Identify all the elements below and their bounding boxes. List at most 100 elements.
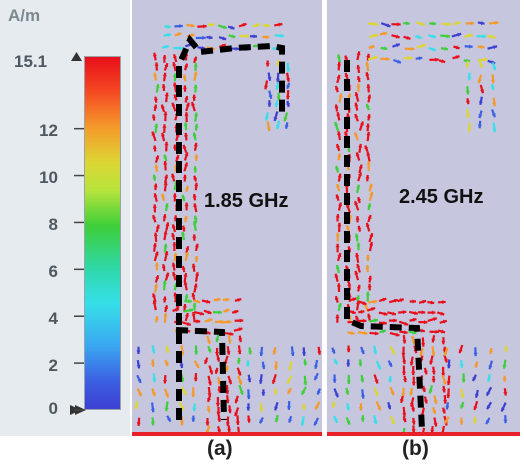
current-vector-head [190,33,195,38]
current-vector-head [444,46,448,51]
current-vector-head [433,422,438,427]
current-vector-head [366,151,371,156]
current-vector-head [285,103,291,107]
current-vector-head [265,63,270,67]
current-vector-head [360,378,365,383]
current-vector-head [356,76,361,80]
current-vector-head [445,405,450,410]
current-vector-head [255,23,260,28]
current-vector-head [183,132,189,137]
current-vector-head [461,378,466,383]
current-vector-head [167,24,171,29]
current-vector-head [192,302,197,307]
current-vector-head [224,367,230,372]
current-vector-head [412,317,417,322]
current-vector-head [333,418,338,423]
current-vector-head [346,304,351,308]
current-vector-head [344,55,349,60]
field-map-a: 1.85 GHz [132,0,322,436]
current-vector-head [216,380,221,385]
current-vector-head [203,24,207,29]
current-vector-head [374,22,378,27]
current-vector-head [155,84,160,88]
current-vector-head [386,23,391,28]
current-vector-head [354,233,359,238]
current-distribution-a [132,22,322,436]
current-vector-head [193,63,198,67]
current-vector-head [273,391,278,395]
current-vector-head [194,182,199,187]
current-vector-head [430,429,435,434]
current-vector-head [152,215,157,219]
current-vector-head [363,331,368,336]
current-vector-head [442,380,447,385]
current-vector-head [486,405,491,410]
current-vector-head [347,282,352,286]
current-vector-head [334,273,339,278]
current-vector-head [234,399,239,404]
current-vector-head [217,418,222,422]
current-vector-head [208,318,213,323]
current-vector-head [303,381,308,386]
current-vector-head [502,378,507,382]
current-vector-head [192,193,197,198]
current-vector-head [152,52,157,57]
current-vector-head [383,320,387,326]
current-vector-head [191,101,196,106]
current-vector-head [365,254,370,259]
current-vector-head [502,364,507,369]
current-vector-head [183,122,188,126]
current-vector-head [480,44,485,49]
current-vector-head [204,360,209,364]
current-vector-head [192,234,197,238]
current-vector-head [165,222,170,227]
current-vector-head [395,332,400,337]
current-vector-head [472,377,477,382]
current-vector-head [399,399,404,403]
current-vector-head [186,321,191,326]
current-vector-head [246,419,251,423]
current-vector-head [301,406,307,411]
current-vector-head [196,299,201,304]
current-vector-head [422,299,427,304]
current-vector-head [273,117,278,122]
tick-label-4: 4 [48,309,58,328]
colorbar-ticks [70,52,86,415]
current-vector-head [468,33,473,38]
current-vector-head [236,360,241,364]
current-vector-head [345,406,351,411]
current-vector-head [443,319,447,324]
current-vector-head [182,74,187,79]
legend-max-label: 15.1 [14,52,48,71]
current-vector-head [467,76,472,81]
current-vector-head [264,116,269,121]
current-vector-head [431,378,436,383]
current-vector-head [193,71,198,76]
current-vector-head [163,161,168,165]
current-vector-head [423,370,428,375]
current-vector-head [335,214,340,218]
current-vector-head [253,34,258,39]
current-vector-head [193,56,198,61]
current-vector-head [478,114,483,119]
current-vector-head [275,125,280,130]
current-vector-head [286,68,291,72]
current-vector-head [275,85,280,90]
current-vector-head [259,408,264,412]
current-vector-head [200,311,204,316]
tick-label-12: 12 [39,121,58,140]
current-vector-head [346,225,351,230]
current-vector-head [152,145,157,150]
current-vector-head [164,141,169,146]
current-vector-head [274,418,279,423]
current-vector-head [369,241,374,246]
current-vector-head [172,73,178,77]
current-vector-head [154,62,159,66]
current-vector-head [392,311,396,316]
current-vector-head [215,403,220,407]
current-vector-head [259,419,264,424]
current-vector-head [171,173,176,178]
current-vector-head [412,330,417,335]
current-vector-head [373,420,378,425]
current-vector-head [358,407,363,411]
